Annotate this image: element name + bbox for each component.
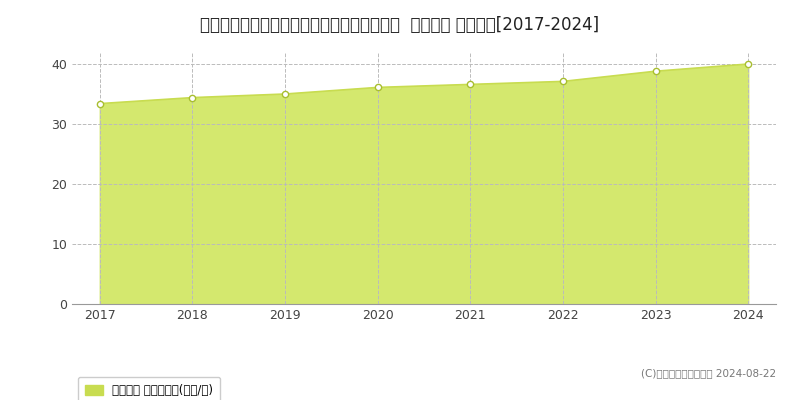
Text: (C)土地価格ドットコム 2024-08-22: (C)土地価格ドットコム 2024-08-22 — [641, 368, 776, 378]
Text: 兵庫県神戸市垂水区舞多聞西７丁目５番２０  地価公示 地価推移[2017-2024]: 兵庫県神戸市垂水区舞多聞西７丁目５番２０ 地価公示 地価推移[2017-2024… — [201, 16, 599, 34]
Legend: 地価公示 平均坪単価(万円/坪): 地価公示 平均坪単価(万円/坪) — [78, 377, 220, 400]
